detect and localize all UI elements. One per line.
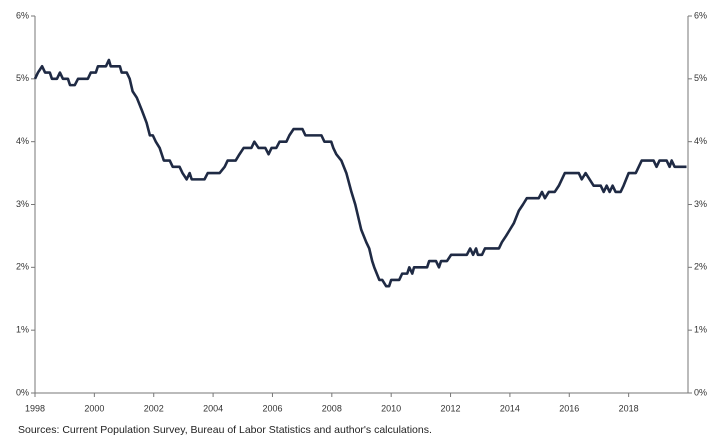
x-tick-label: 2012 [441,403,461,413]
x-tick-label: 2008 [322,403,342,413]
x-tick-label: 2014 [500,403,520,413]
y-tick-label: 4% [16,136,29,146]
y2-tick-label: 1% [694,325,707,335]
data-line [33,58,687,288]
y2-tick-label: 3% [694,199,707,209]
x-tick-label: 2010 [381,403,401,413]
y-tick-label: 2% [16,262,29,272]
x-tick-label: 2002 [144,403,164,413]
x-tick-label: 2006 [262,403,282,413]
x-tick-label: 2016 [559,403,579,413]
y-tick-label: 1% [16,325,29,335]
source-note: Sources: Current Population Survey, Bure… [18,424,432,436]
y2-tick-label: 2% [694,262,707,272]
y2-tick-label: 5% [694,73,707,83]
y-tick-label: 0% [16,387,29,397]
x-tick-label: 2004 [203,403,223,413]
y2-tick-label: 6% [694,10,707,20]
x-tick-label: 2018 [619,403,639,413]
x-tick-label: 1998 [25,403,45,413]
y-tick-label: 3% [16,199,29,209]
y2-tick-label: 0% [694,387,707,397]
x-tick-label: 2000 [84,403,104,413]
y-tick-label: 6% [16,10,29,20]
y-tick-label: 5% [16,73,29,83]
y2-tick-label: 4% [694,136,707,146]
